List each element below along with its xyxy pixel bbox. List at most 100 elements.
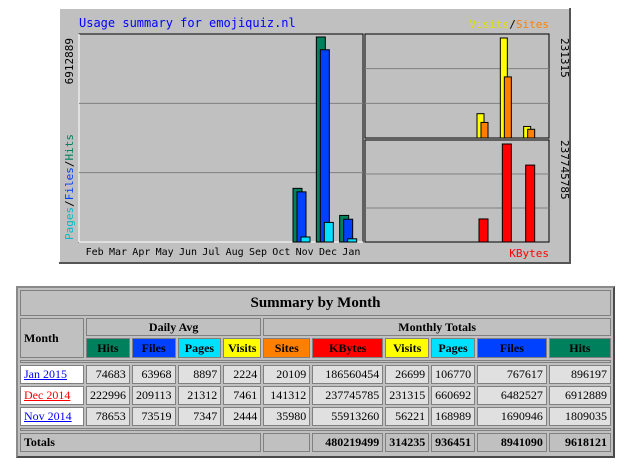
month-label-may: May (156, 247, 174, 258)
cell-avg-visits: 2444 (223, 407, 262, 426)
table-row: Nov 2014 78653 73519 7347 2444 35980 559… (20, 407, 611, 426)
cell-kbytes: 237745785 (312, 386, 384, 405)
bar-sites-dec (503, 76, 512, 139)
cell-visits: 56221 (385, 407, 430, 426)
bar-files-nov (296, 191, 307, 243)
month-label-nov: Nov (296, 247, 314, 258)
kbytes-gridlines (365, 173, 549, 209)
main-plot-area (78, 33, 364, 243)
cell-avg-pages: 21312 (177, 386, 222, 405)
month-label-oct: Oct (272, 247, 290, 258)
col-avg-visits: Visits (223, 338, 262, 358)
kbytes-label: KBytes (509, 247, 549, 260)
kbytes-y-max-label: 237745785 (558, 140, 571, 200)
legend-sites: Sites (516, 18, 549, 31)
cell-avg-files: 209113 (131, 386, 176, 405)
month-axis-labels: Feb Mar Apr May Jun Jul Aug Sep Oct Nov Dec Jan (86, 247, 361, 258)
cell-avg-hits: 78653 (86, 407, 130, 426)
col-avg-pages: Pages (177, 338, 222, 358)
total-visits: 314235 (385, 433, 430, 452)
cell-avg-hits: 222996 (86, 386, 130, 405)
table-title: Summary by Month (20, 290, 611, 316)
col-avg-hits: Hits (86, 338, 130, 358)
cell-pages: 168989 (431, 407, 475, 426)
cell-sites: 20109 (263, 365, 311, 384)
month-label-apr: Apr (132, 247, 150, 258)
cell-avg-visits: 2224 (223, 365, 262, 384)
bar-files-dec (319, 49, 330, 243)
month-header: Month (20, 318, 84, 358)
col-sites: Sites (263, 338, 311, 358)
bar-sites-jan (527, 128, 536, 139)
chart-title: Usage summary for emojiquiz.nl (79, 16, 296, 30)
bar-sites-nov (480, 121, 489, 139)
cell-files: 1690946 (476, 407, 547, 426)
summary-by-month-table: Summary by Month Month Daily Avg Monthly… (16, 286, 615, 458)
totals-row: Totals 480219499 314235 936451 8941090 9… (20, 433, 611, 452)
col-avg-files: Files (131, 338, 176, 358)
cell-files: 6482527 (476, 386, 547, 405)
kbytes-bars (478, 143, 536, 243)
col-pages: Pages (431, 338, 475, 358)
cell-kbytes: 186560454 (312, 365, 384, 384)
cell-hits: 6912889 (548, 386, 611, 405)
bar-kbytes-jan (525, 164, 536, 243)
month-link-jan-2015[interactable]: Jan 2015 (20, 365, 84, 384)
visits-y-max-label: 231315 (558, 38, 571, 78)
cell-pages: 660692 (431, 386, 475, 405)
month-link-dec-2014[interactable]: Dec 2014 (20, 386, 84, 405)
cell-avg-pages: 8897 (177, 365, 222, 384)
cell-pages: 106770 (431, 365, 475, 384)
y-label-hits: Hits (63, 134, 76, 161)
month-label-jul: Jul (202, 247, 220, 258)
cell-files: 767617 (476, 365, 547, 384)
col-hits: Hits (548, 338, 611, 358)
monthly-totals-header: Monthly Totals (263, 318, 611, 337)
table-row: Dec 2014 222996 209113 21312 7461 141312… (20, 386, 611, 405)
main-y-max-label: 6912889 (63, 38, 76, 84)
bar-kbytes-nov (478, 218, 489, 243)
month-link-nov-2014[interactable]: Nov 2014 (20, 407, 84, 426)
cell-avg-pages: 7347 (177, 407, 222, 426)
legend-separator: / (509, 18, 516, 31)
cell-avg-files: 63968 (131, 365, 176, 384)
total-pages: 936451 (431, 433, 475, 452)
totals-label: Totals (20, 433, 262, 452)
bar-kbytes-dec (501, 143, 512, 243)
main-y-axis-label: Pages/Files/Hits (63, 134, 76, 240)
usage-summary-chart: Usage summary for emojiquiz.nl Visits/Si… (59, 8, 571, 264)
cell-avg-files: 73519 (131, 407, 176, 426)
month-label-dec: Dec (319, 247, 337, 258)
month-label-sep: Sep (249, 247, 267, 258)
daily-avg-header: Daily Avg (86, 318, 262, 337)
col-kbytes: KBytes (312, 338, 384, 358)
cell-kbytes: 55913260 (312, 407, 384, 426)
total-sites (263, 433, 311, 452)
visits-sites-plot-area (364, 33, 550, 139)
cell-hits: 1809035 (548, 407, 611, 426)
cell-sites: 141312 (263, 386, 311, 405)
month-label-jan: Jan (342, 247, 360, 258)
month-link-text[interactable]: Dec 2014 (24, 388, 71, 402)
month-link-text[interactable]: Nov 2014 (24, 409, 72, 423)
cell-visits: 231315 (385, 386, 430, 405)
y-label-sep2: / (63, 161, 76, 168)
cell-avg-visits: 7461 (223, 386, 262, 405)
y-label-files: Files (63, 167, 76, 200)
cell-visits: 26699 (385, 365, 430, 384)
month-link-text[interactable]: Jan 2015 (24, 367, 67, 381)
month-label-feb: Feb (86, 247, 104, 258)
cell-sites: 35980 (263, 407, 311, 426)
main-gridlines (79, 102, 363, 174)
total-files: 8941090 (476, 433, 547, 452)
month-label-jun: Jun (179, 247, 197, 258)
y-label-sep1: / (63, 200, 76, 207)
visits-sites-gridlines (365, 68, 549, 104)
y-label-pages: Pages (63, 207, 76, 240)
visits-sites-bars (476, 37, 536, 139)
bar-pages-jan (347, 238, 358, 243)
month-label-mar: Mar (109, 247, 127, 258)
legend-visits: Visits (470, 18, 510, 31)
bar-pages-dec (323, 221, 334, 243)
month-label-aug: Aug (226, 247, 244, 258)
